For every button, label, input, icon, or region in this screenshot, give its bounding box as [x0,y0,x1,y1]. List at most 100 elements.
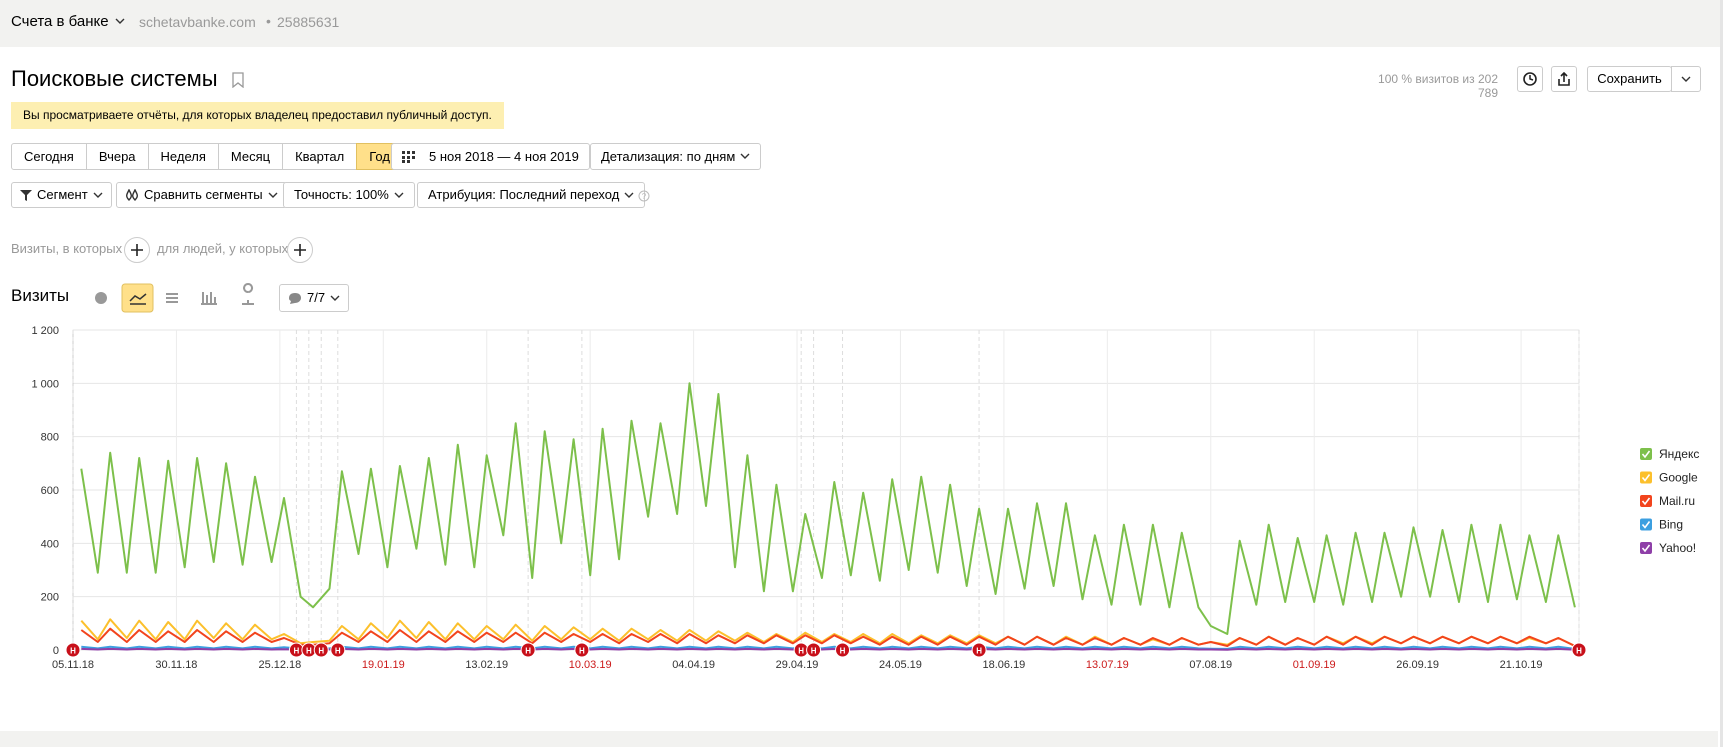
legend-checkbox[interactable] [1640,542,1652,554]
legend-label[interactable]: Yahoo! [1659,541,1696,555]
x-tick-label: 24.05.19 [879,659,922,671]
annotation-label[interactable]: Н [318,647,324,656]
legend-checkbox[interactable] [1640,448,1652,460]
pie-chart-icon[interactable] [95,292,107,304]
annotations-count[interactable]: 7/7 [307,290,326,305]
legend-item[interactable]: Google [1640,471,1698,485]
legend-check [1641,474,1651,482]
bookmark-icon[interactable] [232,72,244,88]
annotation-label[interactable]: Н [840,647,846,656]
period-button[interactable]: Вчера [85,143,149,170]
annotation-dot[interactable] [574,642,590,658]
attribution-button[interactable]: Атрибуция: Последний переход [417,182,646,208]
filter-icon [20,190,32,201]
legend-item[interactable]: Bing [1640,518,1683,532]
annotations-button[interactable]: 7/7 [279,284,350,312]
accuracy-button[interactable]: Точность: 100% [283,182,415,208]
filter-label[interactable]: Сегмент [37,187,88,202]
save-menu-button[interactable] [1671,66,1701,92]
account-switcher[interactable]: Счета в банке [11,13,125,30]
x-tick-label: 18.06.19 [982,659,1025,671]
legend-item[interactable]: Яндекс [1640,447,1699,461]
annotation-label[interactable]: Н [798,647,804,656]
annotation-label[interactable]: Н [70,647,76,656]
annotation-label[interactable]: Н [525,647,531,656]
annotation-label[interactable]: Н [811,647,817,656]
annotation-dot[interactable] [65,642,81,658]
legend-label[interactable]: Яндекс [1659,447,1699,461]
detail-button[interactable]: Детализация: по дням [590,143,762,170]
scrollbar [1720,0,1723,747]
legend-checkbox[interactable] [1640,471,1652,484]
annotation-marker[interactable]: Н [574,642,590,658]
period-button[interactable]: Неделя [147,143,219,170]
x-tick-label: 13.02.19 [465,659,508,671]
annotation-dot[interactable] [806,642,822,658]
filter-label[interactable]: Атрибуция: Последний переход [428,187,620,202]
legend-label[interactable]: Mail.ru [1659,494,1695,508]
legend-item[interactable]: Yahoo! [1640,541,1696,555]
annotation-label[interactable]: Н [579,647,585,656]
annotation-dot[interactable] [971,642,987,658]
annotation-marker[interactable]: Н [301,642,317,658]
bar-chart-icon[interactable] [201,292,217,305]
map-icon[interactable] [242,283,254,305]
annotation-label[interactable]: Н [976,647,982,656]
chevron [1681,76,1691,82]
save-button[interactable]: Сохранить [1587,66,1672,92]
metric-title: Визиты [11,286,70,305]
annotation-marker[interactable]: Н [313,642,329,658]
detail-label[interactable]: Детализация: по дням [601,148,736,164]
x-tick-label: 13.07.19 [1086,659,1129,671]
annotation-marker[interactable]: Н [1571,642,1587,658]
annotation-label[interactable]: Н [306,647,312,656]
export-button[interactable] [1551,66,1577,92]
annotation-marker[interactable]: Н [330,642,346,658]
public-access-notice: Вы просматриваете отчёты, для которых вл… [11,102,504,129]
bottom-panel [0,731,1718,747]
date-range-button[interactable]: 5 ноя 2018 — 4 ноя 2019 [391,143,590,170]
annotation-marker[interactable]: Н [835,642,851,658]
y-tick-label: 200 [41,592,59,604]
annotation-marker[interactable]: Н [793,642,809,658]
annotation-dot[interactable] [520,642,536,658]
legend-label[interactable]: Google [1659,471,1698,485]
filter-label[interactable]: Сравнить сегменты [144,187,263,202]
x-tick-label: 10.03.19 [569,659,612,671]
annotation-label[interactable]: Н [294,647,300,656]
comment-icon [289,293,301,304]
annotation-dot[interactable] [330,642,346,658]
annotation-marker[interactable]: Н [806,642,822,658]
annotation-dot[interactable] [1571,642,1587,658]
filter-label[interactable]: Точность: 100% [294,187,389,202]
annotation-label[interactable]: Н [1576,647,1582,656]
area-chart-icon[interactable] [166,293,178,303]
annotation-marker[interactable]: Н [65,642,81,658]
x-tick-label: 04.04.19 [672,659,715,671]
annotation-label[interactable]: Н [335,647,341,656]
help-icon[interactable]: ? [638,190,650,202]
legend-checkbox[interactable] [1640,495,1652,507]
account-name[interactable]: Счета в банке [11,13,109,30]
annotation-marker[interactable]: Н [288,642,304,658]
add-visit-condition[interactable] [123,236,151,264]
annotation-dot[interactable] [313,642,329,658]
chevron [93,192,103,198]
chevron [330,295,340,301]
compare-segments-button[interactable]: Сравнить сегменты [116,182,287,208]
legend-checkbox[interactable] [1640,518,1652,531]
annotation-dot[interactable] [835,642,851,658]
add-people-condition[interactable] [286,236,314,264]
save-label[interactable]: Сохранить [1597,71,1662,86]
date-range[interactable]: 5 ноя 2018 — 4 ноя 2019 [429,148,579,164]
annotation-marker[interactable]: Н [971,642,987,658]
legend-label[interactable]: Bing [1659,518,1683,532]
legend-item[interactable]: Mail.ru [1640,494,1695,508]
annotation-marker[interactable]: Н [520,642,536,658]
history-button[interactable] [1517,66,1543,92]
segment-button[interactable]: Сегмент [11,182,112,208]
x-tick-label: 29.04.19 [776,659,819,671]
period-button[interactable]: Месяц [217,143,284,170]
svg-text:?: ? [642,192,647,201]
